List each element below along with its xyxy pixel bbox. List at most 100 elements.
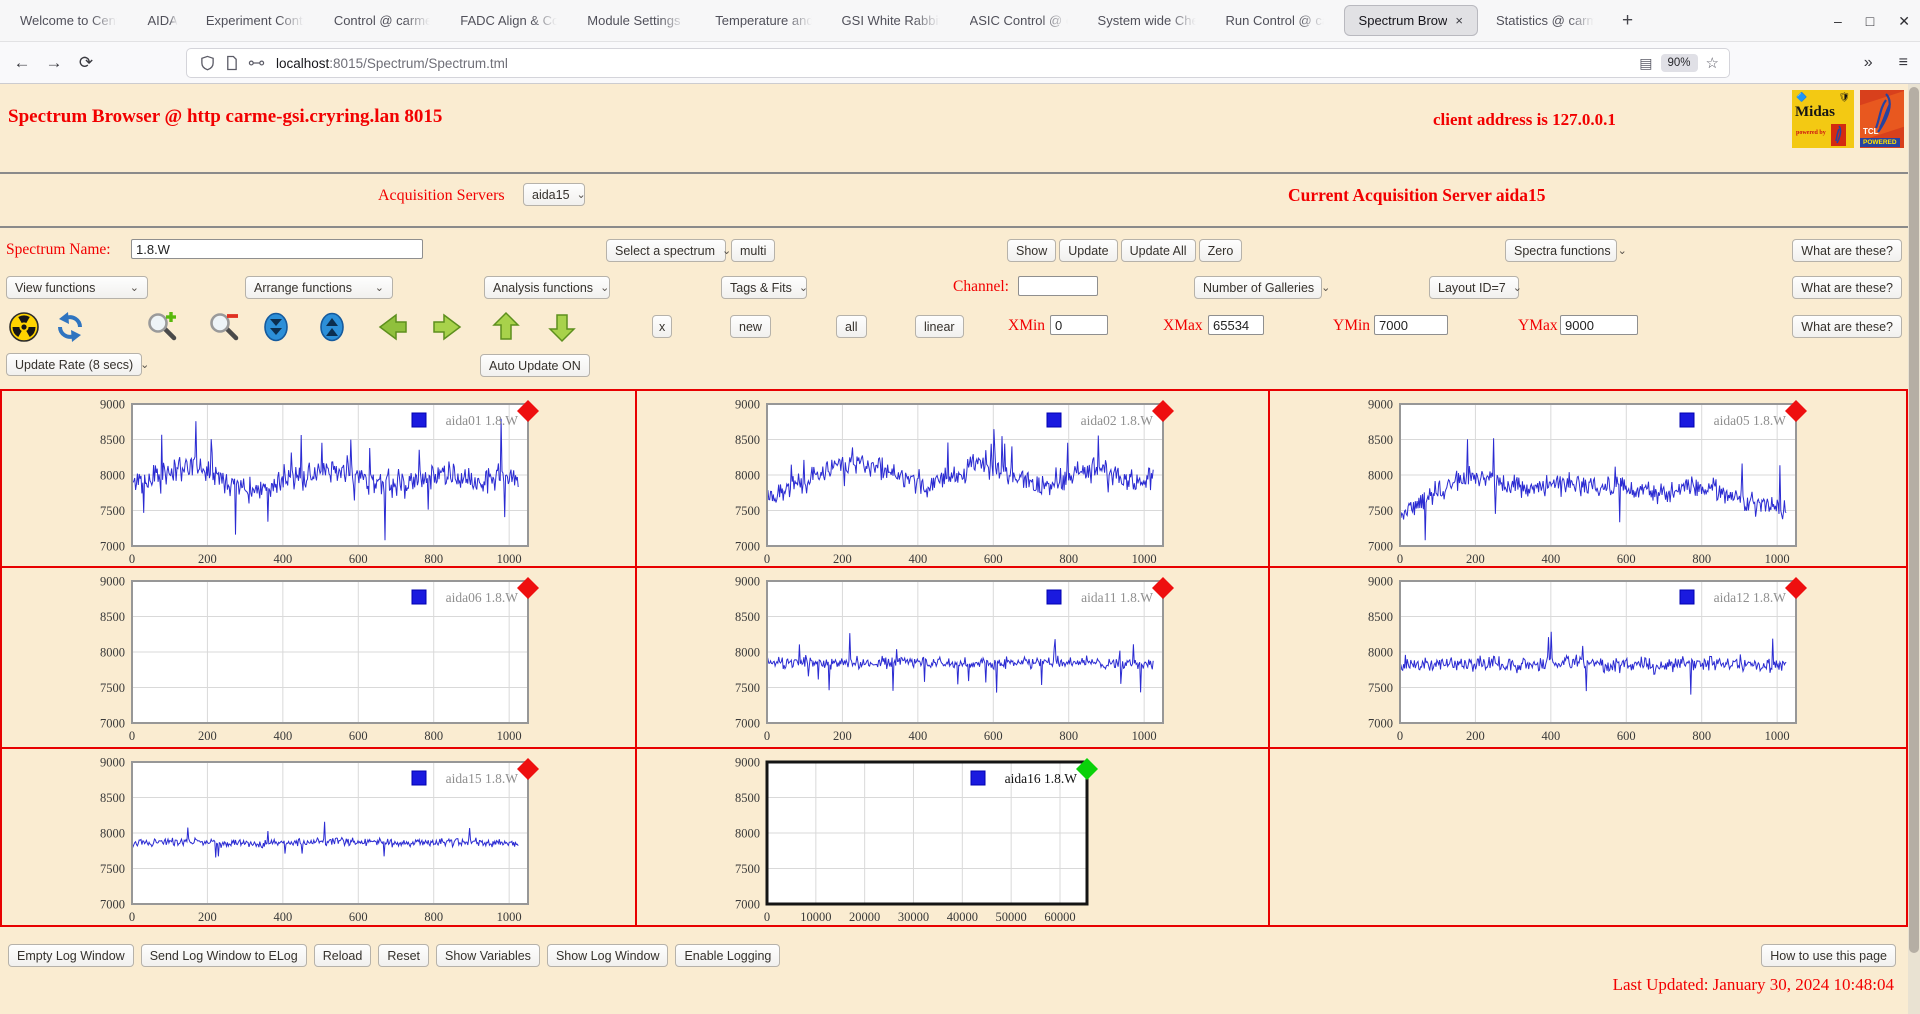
divider (0, 172, 1908, 174)
page-scrollbar[interactable] (1908, 84, 1920, 1014)
multi-button[interactable]: multi (731, 239, 775, 262)
zoom-in-icon[interactable] (146, 311, 178, 343)
close-window-button[interactable]: ✕ (1898, 13, 1910, 30)
auto-update-button[interactable]: Auto Update ON (480, 354, 590, 377)
update-button[interactable]: Update (1059, 239, 1117, 262)
arrow-up-icon[interactable] (490, 311, 522, 343)
new-tab-button[interactable]: + (1610, 10, 1645, 32)
new-button[interactable]: new (730, 315, 771, 338)
send-log-window-to-elog-button[interactable]: Send Log Window to ELog (141, 944, 307, 967)
select-a-spectrum-select[interactable]: Select a spectrum⌄ (606, 239, 726, 262)
spectrum-chart-aida16[interactable]: 9000850080007500700001000020000300004000… (721, 757, 1115, 929)
reset-button[interactable]: Reset (378, 944, 429, 967)
tab-temperature-and[interactable]: Temperature and (701, 0, 827, 41)
spectrum-chart-aida06[interactable]: 9000850080007500700002004006008001000aid… (86, 576, 556, 748)
tab-aida[interactable]: AIDA (133, 0, 191, 41)
arrow-left-icon[interactable] (376, 311, 408, 343)
expand-up-icon[interactable] (316, 311, 348, 343)
layout-id-select[interactable]: Layout ID=7⌄ (1429, 276, 1519, 299)
shield-icon[interactable] (200, 55, 215, 71)
tab-label: Experiment Contr (206, 13, 306, 28)
zoom-level-badge[interactable]: 90% (1661, 54, 1698, 72)
tab-close-icon[interactable]: × (1455, 13, 1463, 28)
view-functions-select[interactable]: View functions⌄ (6, 276, 148, 299)
tab-system-wide-che[interactable]: System wide Che (1084, 0, 1212, 41)
zoom-out-icon[interactable] (208, 311, 240, 343)
y-tick-label: 7500 (735, 504, 760, 518)
show-button[interactable]: Show (1007, 239, 1056, 262)
show-log-window-button[interactable]: Show Log Window (547, 944, 669, 967)
tab-asic-control-c[interactable]: ASIC Control @ c (956, 0, 1084, 41)
chevron-down-icon: ⌄ (600, 284, 609, 292)
how-to-use-button[interactable]: How to use this page (1761, 944, 1896, 967)
spectrum-chart-aida11[interactable]: 9000850080007500700002004006008001000aid… (721, 576, 1191, 748)
x-tick-label: 10000 (800, 910, 831, 924)
analysis-functions-select[interactable]: Analysis functions⌄ (484, 276, 610, 299)
maximize-button[interactable]: □ (1866, 13, 1874, 29)
minimize-button[interactable]: – (1834, 13, 1842, 29)
reader-mode-icon[interactable]: ▤ (1639, 55, 1652, 72)
page-info-icon[interactable] (225, 55, 238, 71)
x-tick-label: 50000 (996, 910, 1027, 924)
acquisition-server-select[interactable]: aida15⌄ (523, 183, 585, 206)
spectrum-chart-aida05[interactable]: 9000850080007500700002004006008001000aid… (1354, 399, 1824, 571)
show-variables-button[interactable]: Show Variables (436, 944, 540, 967)
reload-button[interactable]: Reload (314, 944, 372, 967)
x-tick-label: 800 (1059, 729, 1078, 743)
overflow-menu-icon[interactable]: » (1864, 54, 1873, 72)
channel-input[interactable] (1018, 276, 1098, 296)
tab-module-settings-s[interactable]: Module Settings S (573, 0, 701, 41)
spectrum-chart-aida15[interactable]: 9000850080007500700002004006008001000aid… (86, 757, 556, 929)
tags-fits-select[interactable]: Tags & Fits⌄ (721, 276, 807, 299)
x-tick-label: 800 (1692, 552, 1711, 566)
radiation-icon[interactable] (8, 311, 40, 343)
tab-gsi-white-rabbit[interactable]: GSI White Rabbit (828, 0, 956, 41)
update-all-button[interactable]: Update All (1121, 239, 1196, 262)
xmin-input[interactable] (1050, 315, 1108, 335)
tab-fadc-align-co[interactable]: FADC Align & Co (446, 0, 573, 41)
linear-button[interactable]: linear (915, 315, 964, 338)
ymax-input[interactable] (1560, 315, 1638, 335)
spectrum-name-input[interactable] (131, 239, 423, 259)
spectrum-chart-aida01[interactable]: 9000850080007500700002004006008001000aid… (86, 399, 556, 571)
spectra-functions-select[interactable]: Spectra functions⌄ (1505, 239, 1617, 262)
bookmark-star-icon[interactable]: ☆ (1706, 54, 1719, 72)
scrollbar-thumb[interactable] (1909, 87, 1919, 953)
back-button[interactable]: ← (6, 53, 38, 73)
x-tick-label: 400 (908, 552, 927, 566)
what-are-these-button[interactable]: What are these? (1792, 315, 1902, 338)
forward-button[interactable]: → (38, 53, 70, 73)
empty-log-window-button[interactable]: Empty Log Window (8, 944, 134, 967)
zero-button[interactable]: Zero (1199, 239, 1243, 262)
spectrum-chart-aida12[interactable]: 9000850080007500700002004006008001000aid… (1354, 576, 1824, 748)
permissions-icon[interactable] (248, 56, 265, 70)
number-of-galleries-select[interactable]: Number of Galleries⌄ (1194, 276, 1322, 299)
what-are-these-button[interactable]: What are these? (1792, 239, 1902, 262)
tab-spectrum-brow[interactable]: Spectrum Brow× (1344, 5, 1478, 36)
layout-id-value: Layout ID=7 (1438, 281, 1506, 295)
spectrum-chart-aida02[interactable]: 9000850080007500700002004006008001000aid… (721, 399, 1191, 571)
url-bar[interactable]: localhost:8015/Spectrum/Spectrum.tml ▤ 9… (186, 48, 1730, 78)
browser-nav-bar: ← → ⟳ localhost:8015/Spectrum/Spectrum.t… (0, 42, 1920, 84)
xmax-input[interactable] (1208, 315, 1264, 335)
x-scale-button[interactable]: x (652, 315, 672, 338)
tab-welcome-to-cent[interactable]: Welcome to Cent (6, 0, 133, 41)
refresh-icon[interactable] (54, 311, 86, 343)
reload-button[interactable]: ⟳ (70, 53, 102, 73)
collapse-down-icon[interactable] (260, 311, 292, 343)
x-tick-label: 0 (1397, 552, 1403, 566)
arrow-right-icon[interactable] (432, 311, 464, 343)
all-button[interactable]: all (836, 315, 867, 338)
update-rate-select[interactable]: Update Rate (8 secs)⌄ (6, 353, 142, 376)
ymin-input[interactable] (1374, 315, 1448, 335)
arrow-down-icon[interactable] (546, 311, 578, 343)
what-are-these-button[interactable]: What are these? (1792, 276, 1902, 299)
arrange-functions-select[interactable]: Arrange functions⌄ (245, 276, 393, 299)
tab-control-carme[interactable]: Control @ carme (320, 0, 446, 41)
url-text[interactable]: localhost:8015/Spectrum/Spectrum.tml (276, 56, 508, 71)
tab-statistics-carm[interactable]: Statistics @ carm (1482, 0, 1610, 41)
app-menu-icon[interactable]: ≡ (1899, 54, 1908, 72)
enable-logging-button[interactable]: Enable Logging (675, 944, 780, 967)
tab-run-control-ca[interactable]: Run Control @ ca (1212, 0, 1340, 41)
tab-experiment-contr[interactable]: Experiment Contr (192, 0, 320, 41)
